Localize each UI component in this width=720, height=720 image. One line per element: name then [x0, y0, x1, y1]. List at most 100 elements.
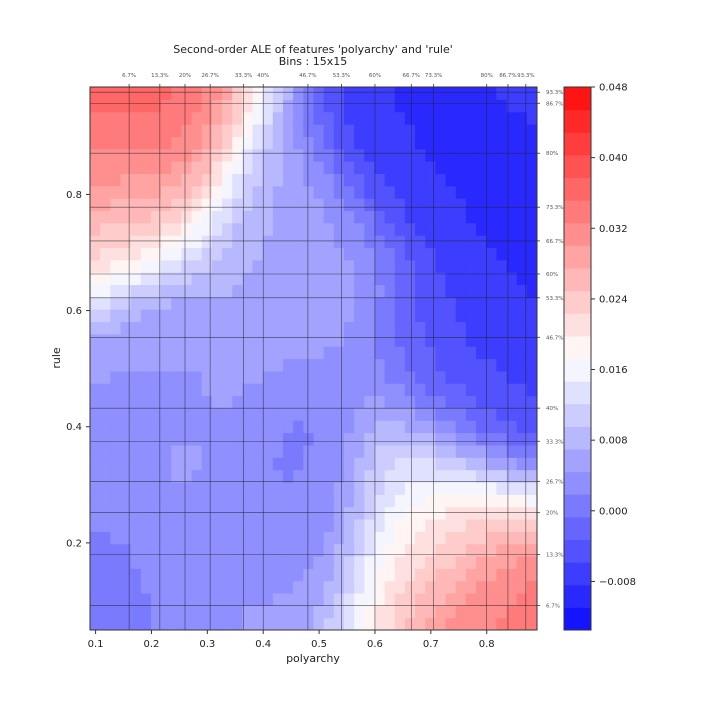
heat-cell [100, 259, 111, 273]
heat-cell [374, 432, 386, 446]
heat-cell [455, 395, 467, 409]
heat-cell [465, 407, 477, 421]
heat-cell [323, 222, 335, 236]
heat-cell [415, 185, 426, 199]
heat-cell [506, 173, 518, 187]
heat-cell [191, 99, 203, 113]
heat-cell [496, 605, 508, 619]
heat-cell [486, 432, 497, 446]
heat-cell [293, 210, 304, 224]
heat-cell [394, 124, 406, 137]
heat-cell [222, 580, 233, 594]
heat-cell [150, 272, 162, 286]
heat-cell [374, 444, 386, 458]
heat-cell [90, 247, 101, 261]
heat-cell [211, 235, 223, 249]
heat-cell [272, 333, 284, 347]
heat-cell [506, 284, 518, 298]
heat-cell [171, 296, 183, 310]
heat-cell [140, 358, 152, 372]
heat-cell [384, 555, 396, 569]
heat-cell [252, 222, 264, 236]
heat-cell [435, 407, 447, 421]
heat-cell [100, 333, 111, 347]
heat-cell [404, 370, 416, 384]
heat-cell [435, 296, 447, 310]
heat-cell [161, 259, 172, 273]
heat-cell [252, 161, 264, 174]
heat-cell [283, 420, 294, 434]
heat-cell [90, 124, 101, 137]
heat-cell [415, 605, 426, 619]
heat-cell [394, 148, 406, 162]
x-axis-label: polyarchy [286, 652, 340, 665]
heat-cell [415, 407, 426, 421]
heat-cell [465, 481, 477, 495]
heat-cell [364, 222, 376, 236]
heat-cell [516, 210, 528, 224]
heat-cell [191, 518, 203, 532]
heat-cell [343, 321, 355, 335]
heat-cell [110, 173, 122, 187]
heat-cell [526, 494, 537, 508]
heat-cell [476, 136, 487, 150]
heat-cell [150, 617, 162, 630]
heat-cell [303, 309, 315, 323]
heat-cell [425, 198, 437, 212]
heat-cell [171, 395, 183, 409]
heat-cell [526, 124, 537, 137]
heat-cell [313, 531, 325, 545]
heat-cell [394, 555, 406, 569]
heat-cell [272, 222, 284, 236]
heat-cell [506, 518, 518, 532]
heat-cell [394, 173, 406, 187]
heat-cell [242, 161, 254, 174]
heat-cell [181, 148, 193, 162]
heat-cell [161, 383, 172, 397]
heat-cell [110, 333, 122, 347]
heat-cell [242, 210, 254, 224]
heat-cell [415, 444, 426, 458]
heat-cell [283, 309, 294, 323]
heat-cell [303, 617, 315, 630]
heat-cell [161, 321, 172, 335]
heat-cell [486, 173, 497, 187]
heat-cell [496, 185, 508, 199]
heat-cell [425, 407, 437, 421]
heat-cell [445, 309, 457, 323]
heat-cell [364, 124, 376, 137]
heat-cell [323, 481, 335, 495]
heat-cell [181, 555, 193, 569]
heat-cell [354, 272, 365, 286]
heat-cell [272, 605, 284, 619]
heat-cell [476, 457, 487, 471]
heat-cell [506, 87, 518, 100]
heat-cell [455, 444, 467, 458]
heat-cell [333, 580, 345, 594]
heat-cell [120, 111, 132, 125]
heat-cell [293, 333, 304, 347]
heat-cell [262, 99, 274, 113]
heat-cell [272, 124, 284, 137]
heat-cell [435, 185, 447, 199]
heat-cell [496, 444, 508, 458]
heat-cell [150, 111, 162, 125]
heat-cell [201, 457, 213, 471]
heat-cell [181, 383, 193, 397]
heat-cell [110, 605, 122, 619]
colorbar-level [564, 403, 591, 427]
heat-cell [252, 321, 264, 335]
heat-cell [90, 432, 101, 446]
heat-cell [323, 148, 335, 162]
heat-cell [232, 185, 243, 199]
heat-cell [120, 321, 132, 335]
heat-cell [516, 605, 528, 619]
heat-cell [384, 272, 396, 286]
heat-cell [415, 395, 426, 409]
heat-cell [90, 259, 101, 273]
heat-cell [283, 444, 294, 458]
heat-cell [90, 481, 101, 495]
heat-cell [354, 605, 365, 619]
heat-cell [425, 383, 437, 397]
heat-cell [222, 370, 233, 384]
